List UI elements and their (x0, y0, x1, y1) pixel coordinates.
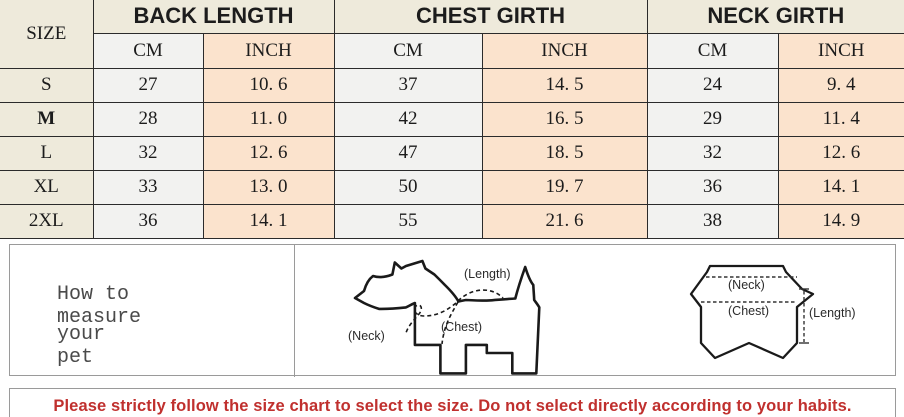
svg-text:(Chest): (Chest) (441, 320, 482, 334)
svg-text:(Length): (Length) (464, 267, 511, 281)
svg-text:(Length): (Length) (809, 306, 856, 320)
svg-text:(Neck): (Neck) (728, 278, 765, 292)
svg-text:(Neck): (Neck) (348, 329, 385, 343)
svg-text:(Chest): (Chest) (728, 304, 769, 318)
